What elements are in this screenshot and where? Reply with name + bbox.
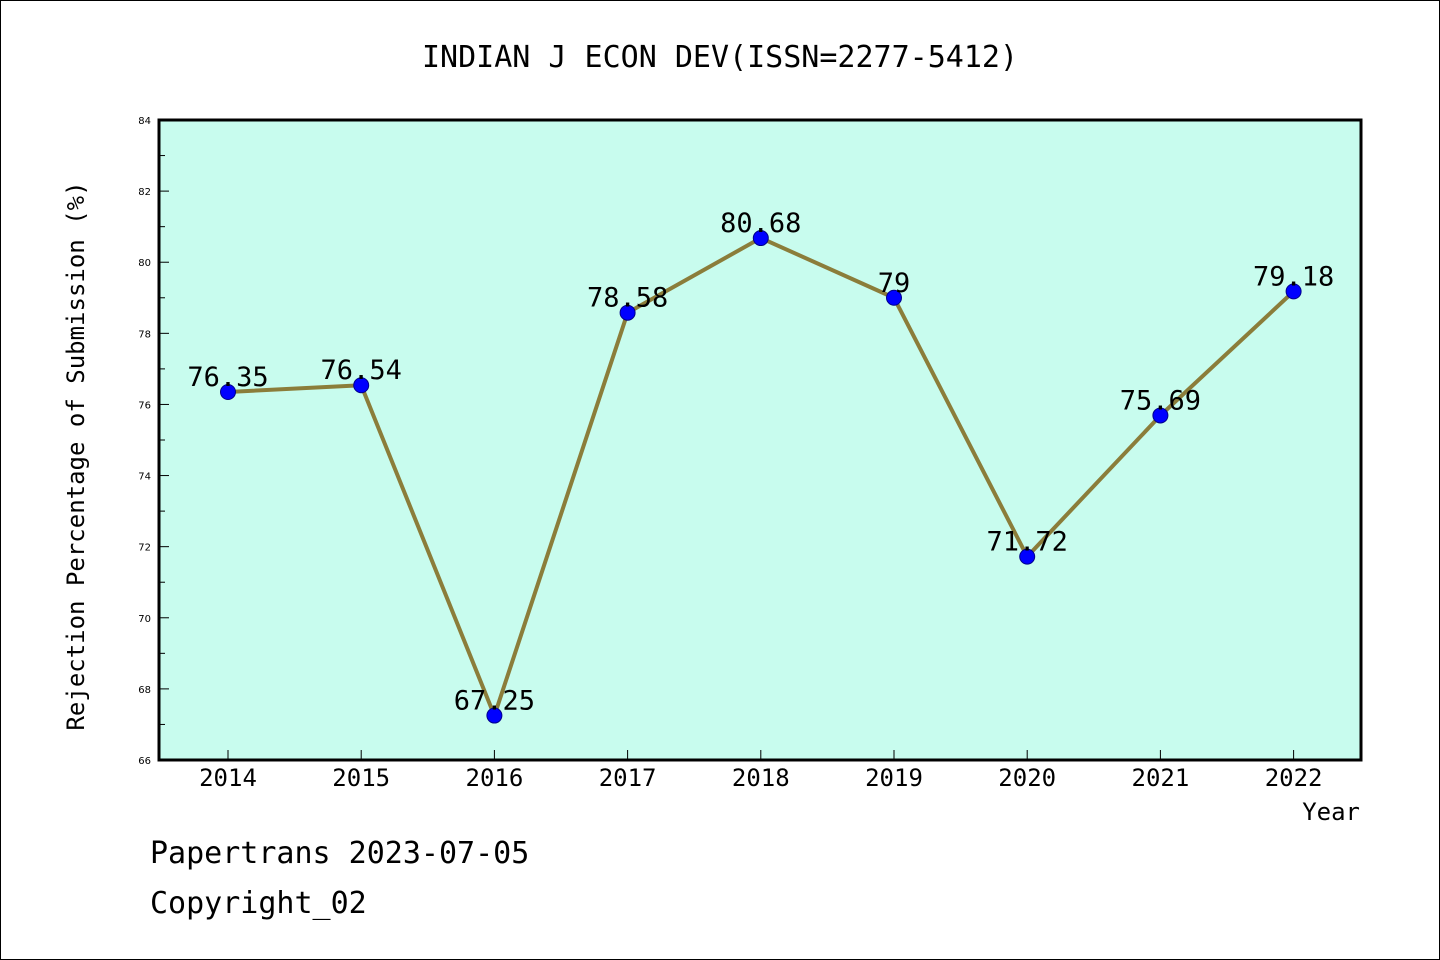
x-tick-label: 2016 (466, 764, 524, 792)
x-tick-label: 2017 (599, 764, 657, 792)
data-point (1285, 283, 1302, 300)
footer-attribution: Papertrans 2023-07-05 (150, 836, 530, 871)
y-tick-label: 66 (138, 756, 151, 767)
y-tick-label: 82 (138, 187, 151, 198)
data-point (1152, 407, 1169, 424)
data-label: 75.69 (1120, 385, 1201, 416)
footer-copyright: Copyright_02 (150, 886, 367, 921)
data-point (1019, 548, 1036, 565)
data-point (752, 230, 769, 247)
x-tick-label: 2014 (199, 764, 257, 792)
y-tick-label: 72 (138, 543, 151, 554)
data-label: 79 (878, 268, 911, 299)
chart-marks: 66 68 70 72 74 76 78 80 82 84 2014 2015 2016 2017 2018… (138, 116, 1334, 792)
y-tick-label: 80 (138, 258, 151, 269)
x-tick-label: 2019 (865, 764, 923, 792)
data-point (353, 377, 370, 394)
data-label: 80.68 (720, 208, 801, 239)
x-tick-label: 2015 (332, 764, 390, 792)
x-tick-label: 2021 (1132, 764, 1190, 792)
y-tick-label: 74 (138, 472, 151, 483)
x-axis-label: Year (1302, 798, 1360, 826)
y-tick-label: 78 (138, 329, 151, 340)
x-tick-label: 2022 (1265, 764, 1323, 792)
data-point (886, 289, 902, 306)
y-tick-label: 70 (138, 614, 151, 625)
data-label: 71.72 (987, 527, 1068, 558)
data-point (619, 304, 636, 321)
x-tick-label: 2020 (998, 764, 1056, 792)
data-label: 78.58 (587, 283, 668, 314)
plot-area (159, 120, 1361, 760)
y-tick-label: 84 (138, 116, 151, 127)
x-tick-label: 2018 (732, 764, 790, 792)
data-point (220, 384, 236, 400)
y-tick-label: 76 (138, 400, 151, 411)
chart-title: INDIAN J ECON DEV(ISSN=2277-5412) (422, 40, 1018, 75)
data-point (486, 707, 503, 724)
plot-border (157, 118, 1363, 762)
data-label: 76.35 (187, 362, 268, 393)
y-tick-label: 68 (138, 685, 151, 696)
y-axis-label: Rejection Percentage of Submission (%) (62, 181, 90, 730)
data-label: 67.25 (454, 686, 535, 717)
data-label: 76.54 (321, 355, 402, 386)
data-label: 79.18 (1253, 261, 1334, 292)
